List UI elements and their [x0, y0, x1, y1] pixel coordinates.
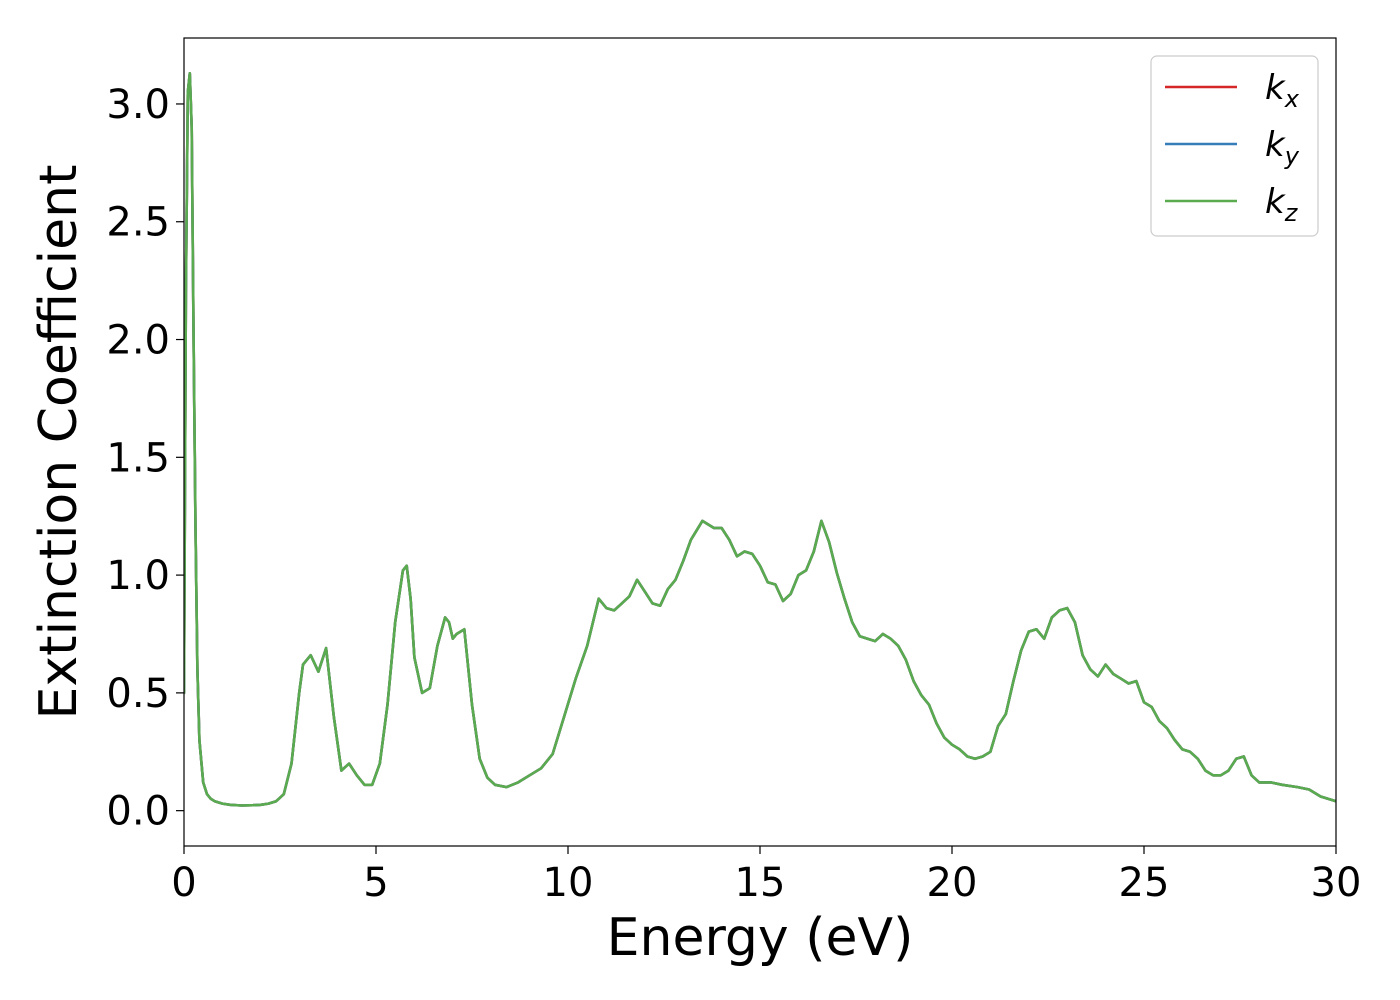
- series-line-kz: [184, 72, 1336, 807]
- legend-subscript: y: [1284, 142, 1300, 170]
- legend-label-kz: kz: [1265, 182, 1299, 227]
- legend-subscript: x: [1284, 85, 1300, 113]
- y-tick-label: 1.0: [106, 553, 170, 599]
- x-axis-ticks: 0 5 10 15 20 25 30: [171, 846, 1361, 906]
- y-tick-label: 2.0: [106, 318, 170, 364]
- legend-box: [1150, 55, 1319, 237]
- x-axis-label: Energy (eV): [607, 908, 914, 968]
- y-tick-label: 1.5: [106, 435, 170, 481]
- y-tick-label: 0.0: [106, 789, 170, 835]
- legend-subscript: z: [1284, 199, 1299, 227]
- x-tick-label: 25: [1119, 860, 1170, 906]
- series-layer: [184, 72, 1336, 807]
- x-tick-label: 0: [171, 860, 196, 906]
- y-tick-label: 3.0: [106, 82, 170, 128]
- y-axis-ticks: 0.0 0.5 1.0 1.5 2.0 2.5 3.0: [106, 82, 184, 835]
- y-tick-label: 0.5: [106, 671, 170, 717]
- y-axis-label: Extinction Coefficient: [29, 165, 89, 720]
- x-tick-label: 20: [927, 860, 978, 906]
- y-tick-label: 2.5: [106, 200, 170, 246]
- x-tick-label: 10: [543, 860, 594, 906]
- x-tick-label: 15: [735, 860, 786, 906]
- x-tick-label: 30: [1311, 860, 1362, 906]
- x-tick-label: 5: [363, 860, 388, 906]
